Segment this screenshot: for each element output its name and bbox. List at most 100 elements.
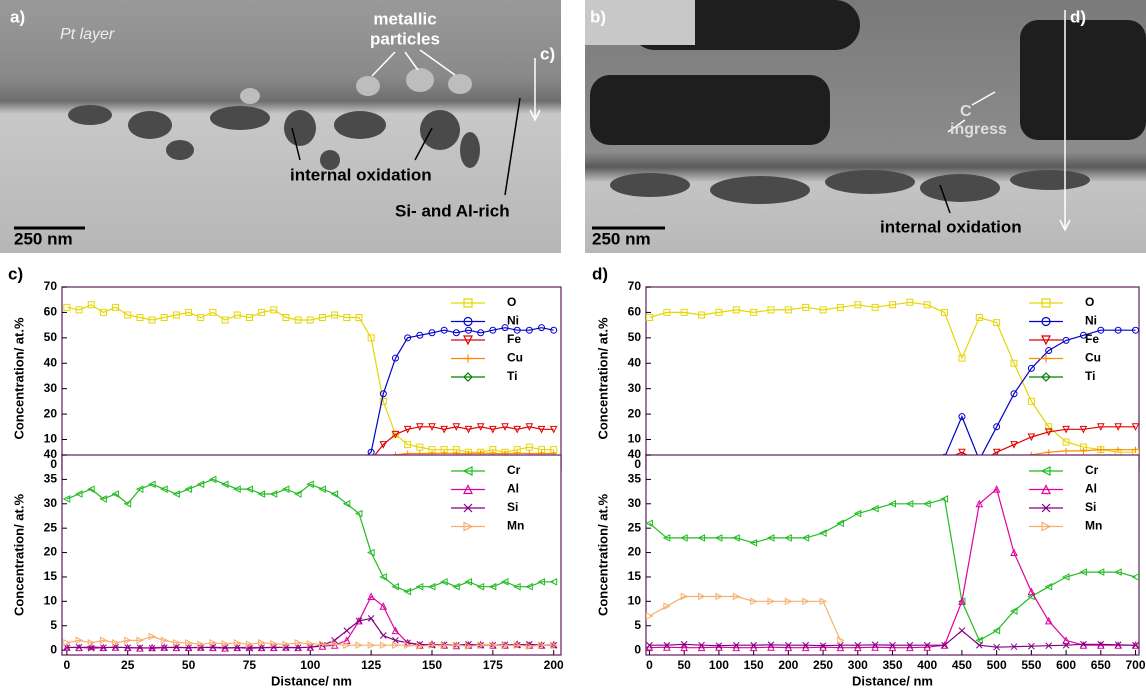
point-marker xyxy=(801,643,810,652)
point-marker xyxy=(355,641,364,650)
point-marker xyxy=(854,301,862,309)
point-marker xyxy=(428,329,436,337)
y-tick-label: 30 xyxy=(44,496,58,510)
point-marker xyxy=(993,423,1001,431)
oxidation-label: internal oxidation xyxy=(290,165,432,184)
point-marker xyxy=(185,638,193,647)
point-marker xyxy=(871,643,879,651)
point-marker xyxy=(428,446,436,454)
point-marker xyxy=(819,306,827,314)
legend-marker xyxy=(463,372,473,382)
point-marker xyxy=(715,308,723,316)
point-marker xyxy=(354,509,363,518)
point-marker xyxy=(538,641,546,650)
point-marker xyxy=(343,314,351,321)
point-marker xyxy=(185,308,193,316)
x-tick-label: 600 xyxy=(1056,658,1076,672)
x-tick-label: 250 xyxy=(813,658,833,672)
legend-marker xyxy=(1041,316,1051,327)
y-tick-label: 40 xyxy=(44,355,58,369)
y-axis-label: Concentration/ at.% xyxy=(11,317,26,440)
point-marker xyxy=(63,303,71,311)
point-marker xyxy=(465,642,473,651)
point-marker xyxy=(958,597,966,605)
point-marker xyxy=(906,643,914,652)
point-marker xyxy=(489,641,497,650)
y-tick-label: 0 xyxy=(634,642,641,656)
scale-label: 250 nm xyxy=(592,229,651,248)
point-marker xyxy=(1063,447,1070,454)
point-marker xyxy=(992,485,1001,493)
point-marker xyxy=(537,578,546,586)
point-marker xyxy=(379,602,388,610)
panel-label: b) xyxy=(590,7,606,26)
point-marker xyxy=(1062,641,1070,649)
legend-label: Ti xyxy=(507,369,517,383)
point-marker xyxy=(1080,640,1087,648)
point-marker xyxy=(750,641,757,649)
point-marker xyxy=(958,413,966,421)
point-marker xyxy=(888,499,896,508)
point-marker xyxy=(749,643,758,652)
layer-label: Pt layer xyxy=(60,26,115,43)
point-marker xyxy=(871,504,879,513)
point-marker xyxy=(1045,347,1053,354)
y-tick-label: 0 xyxy=(634,457,641,471)
point-marker xyxy=(1044,428,1053,436)
legend-marker xyxy=(1041,298,1051,308)
point-marker xyxy=(958,627,966,634)
pt-region xyxy=(585,0,695,45)
legend-label: Cr xyxy=(1085,463,1099,477)
point-marker xyxy=(160,644,168,652)
oxide-features xyxy=(610,170,1090,204)
x-tick-label: 25 xyxy=(121,658,135,672)
y-tick-label: 70 xyxy=(628,279,642,293)
point-marker xyxy=(318,485,326,493)
legend-marker xyxy=(1040,466,1051,476)
y-tick-label: 35 xyxy=(628,472,642,486)
point-marker xyxy=(123,499,132,508)
point-marker xyxy=(698,592,706,601)
point-marker xyxy=(1062,438,1070,446)
point-marker xyxy=(452,329,460,337)
point-marker xyxy=(818,529,827,537)
legend-label: Si xyxy=(507,500,518,514)
point-marker xyxy=(367,592,375,600)
point-marker xyxy=(282,314,290,321)
plot-frame xyxy=(61,454,562,656)
x-tick-label: 75 xyxy=(243,658,257,672)
x-tick-label: 500 xyxy=(987,658,1007,672)
point-marker xyxy=(645,314,653,321)
point-marker xyxy=(1097,446,1105,454)
point-marker xyxy=(1045,449,1052,456)
point-marker xyxy=(836,643,845,652)
point-marker xyxy=(428,423,436,431)
point-marker xyxy=(416,423,424,431)
point-marker xyxy=(379,573,387,581)
point-marker xyxy=(74,490,83,498)
scale-label: 250 nm xyxy=(14,229,73,248)
point-marker xyxy=(645,519,653,528)
point-marker xyxy=(404,441,412,449)
y-tick-label: 5 xyxy=(634,618,641,632)
point-marker xyxy=(440,446,448,454)
point-marker xyxy=(663,641,671,649)
point-marker xyxy=(538,324,546,332)
point-marker xyxy=(464,425,473,434)
x-tick-label: 50 xyxy=(182,658,196,672)
legend-label: O xyxy=(1085,295,1094,309)
point-marker xyxy=(124,644,132,652)
x-tick-label: 100 xyxy=(709,658,729,672)
legend-marker xyxy=(1041,484,1051,495)
point-marker xyxy=(160,636,169,645)
point-marker xyxy=(732,534,740,542)
point-marker xyxy=(550,326,558,334)
point-marker xyxy=(662,534,671,542)
point-marker xyxy=(750,597,758,606)
y-tick-label: 20 xyxy=(44,406,58,420)
point-marker xyxy=(452,641,461,650)
point-marker xyxy=(99,495,107,503)
point-marker xyxy=(465,326,473,334)
rich-label: Si- and Al-rich xyxy=(395,201,510,220)
point-marker xyxy=(367,615,375,622)
